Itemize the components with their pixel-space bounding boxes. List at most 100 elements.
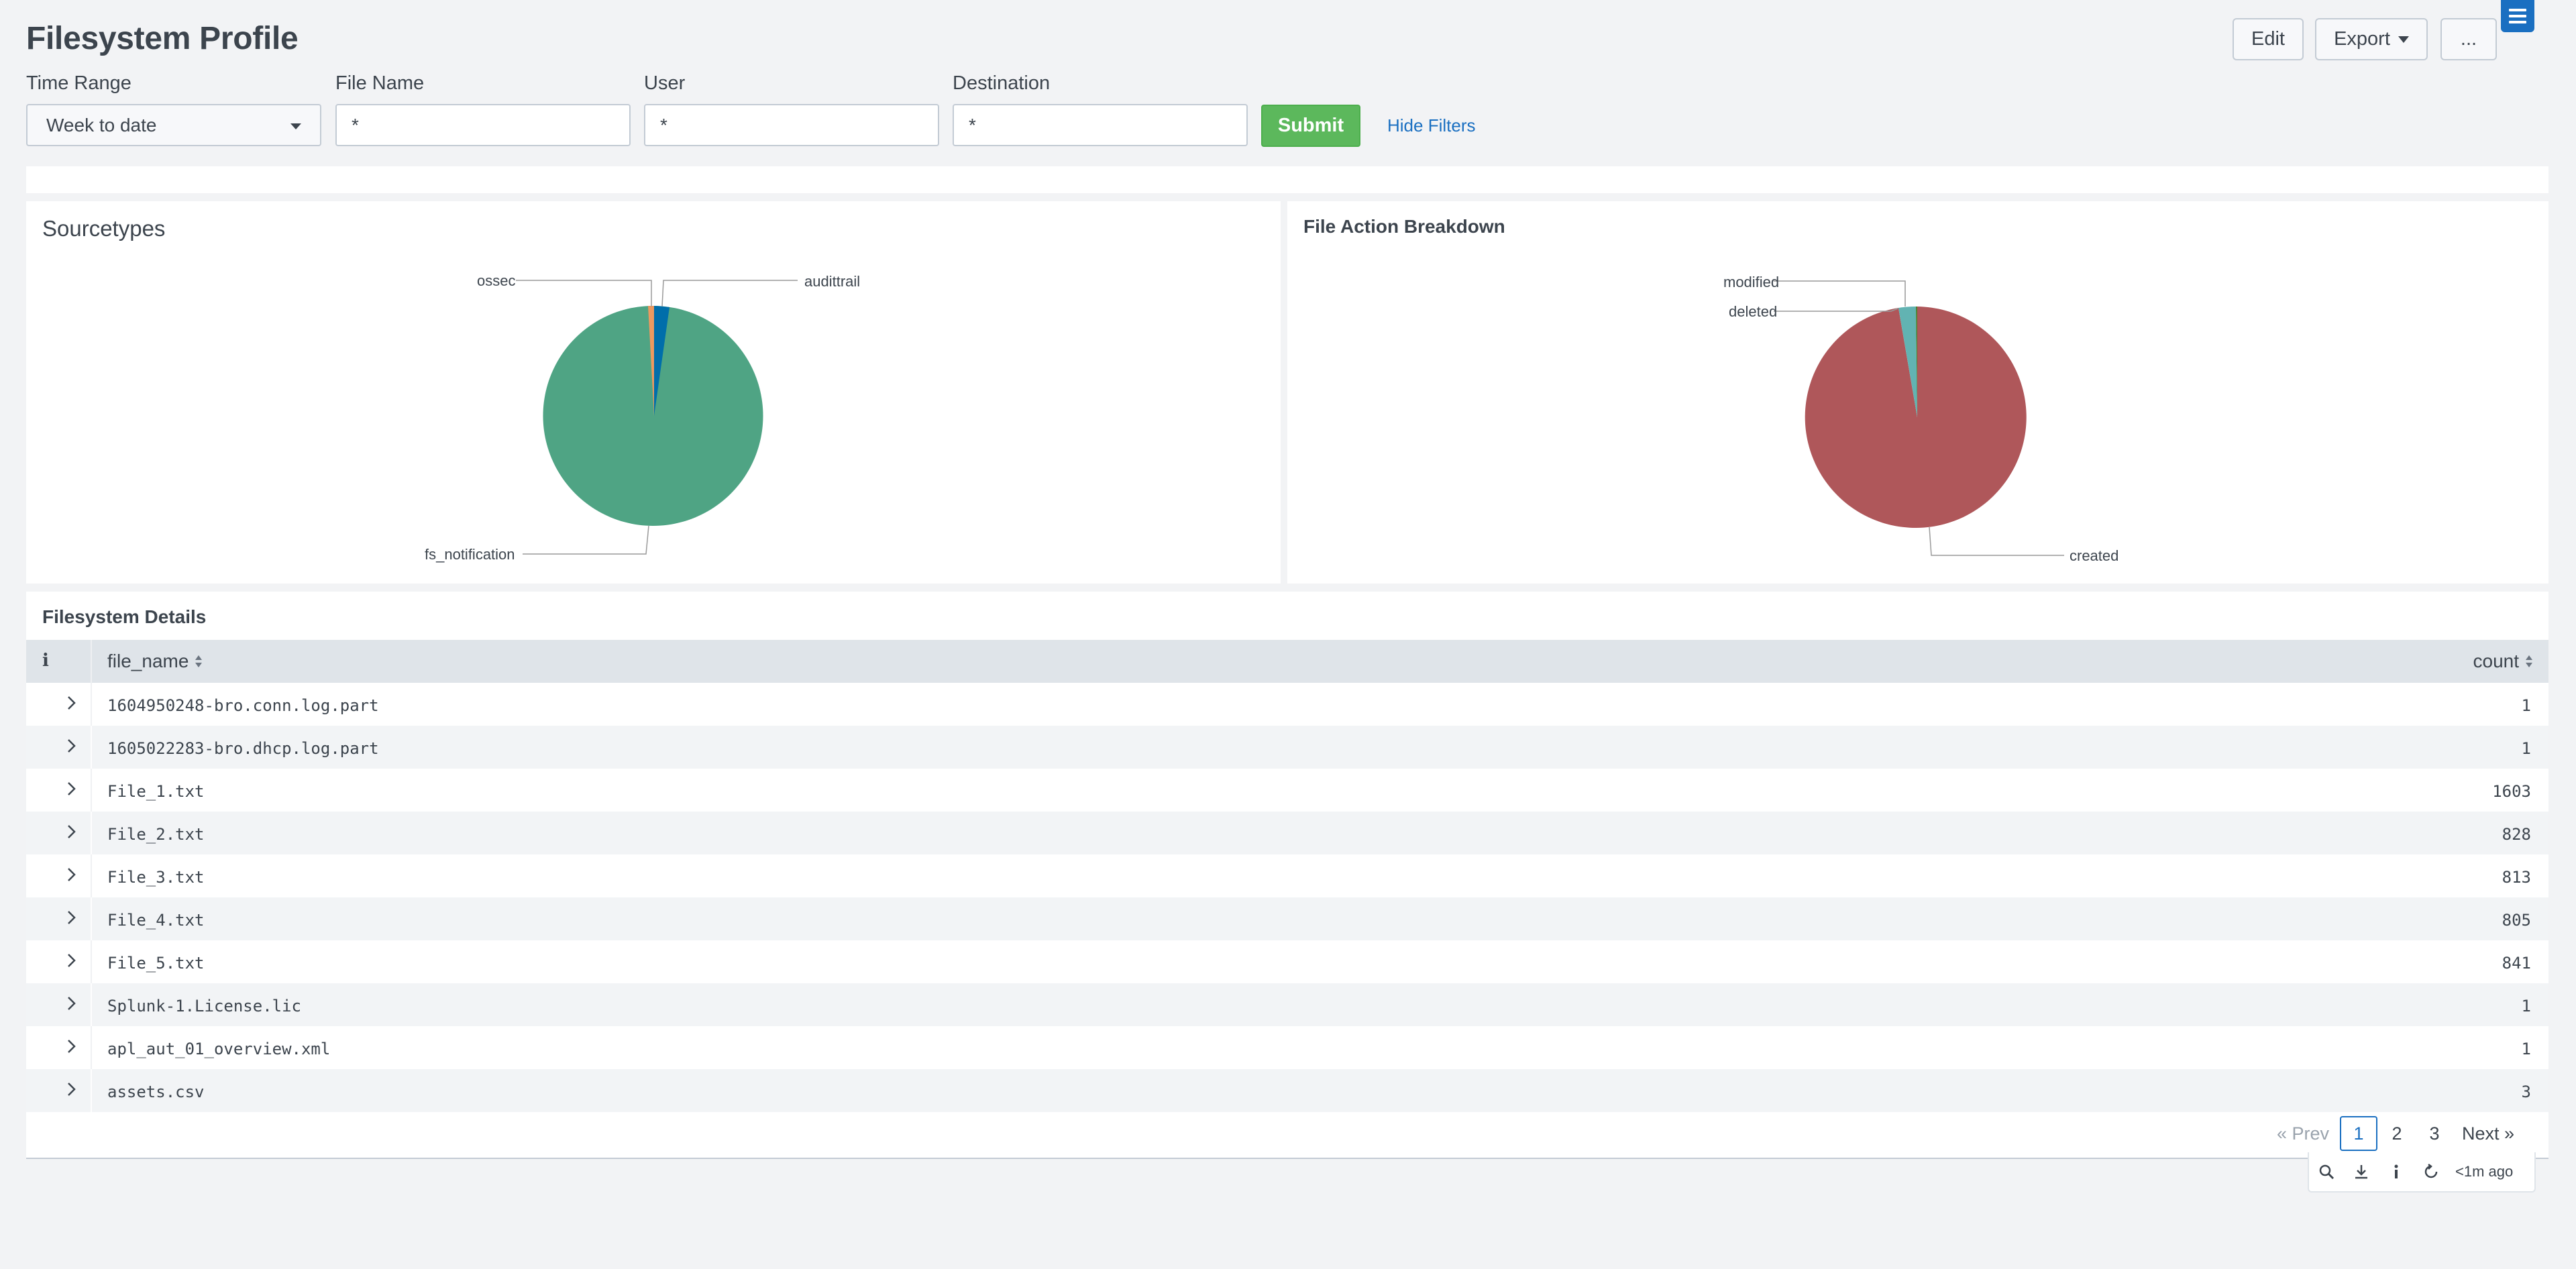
file-action-title: File Action Breakdown xyxy=(1303,216,1505,237)
chevron-down-icon xyxy=(2398,36,2409,43)
time-range-value: Week to date xyxy=(46,114,157,135)
file-name-input[interactable] xyxy=(335,104,631,146)
file-name-cell: File_1.txt xyxy=(107,782,205,801)
edit-button[interactable]: Edit xyxy=(2233,18,2304,60)
page-title: Filesystem Profile xyxy=(26,21,299,56)
sort-icon xyxy=(195,655,203,667)
table-row[interactable]: 1604950248-bro.conn.log.part 1 xyxy=(26,683,2548,726)
sort-icon xyxy=(2526,655,2532,667)
count-cell: 841 xyxy=(2502,954,2531,973)
file-name-cell: 1604950248-bro.conn.log.part xyxy=(107,696,379,715)
edit-button-label: Edit xyxy=(2251,28,2285,50)
info-icon[interactable]: i xyxy=(42,651,49,671)
sourcetypes-title: Sourcetypes xyxy=(42,216,166,241)
table-row[interactable]: File_2.txt 828 xyxy=(26,812,2548,854)
sourcetypes-pie-chart xyxy=(516,280,798,555)
chevron-right-icon[interactable] xyxy=(65,738,78,754)
destination-input[interactable] xyxy=(953,104,1248,146)
count-cell: 1 xyxy=(2521,696,2531,715)
page-3-link[interactable]: 3 xyxy=(2429,1123,2440,1144)
panel-footer-tools: <1m ago xyxy=(2308,1152,2536,1193)
pie-slice-ossec[interactable] xyxy=(648,305,654,416)
empty-panel xyxy=(26,166,2548,193)
prev-page-link: « Prev xyxy=(2276,1123,2330,1144)
ossec-leader-line xyxy=(516,280,652,307)
menu-icon[interactable] xyxy=(2501,0,2534,32)
count-cell: 3 xyxy=(2521,1083,2531,1101)
user-label: User xyxy=(644,72,686,94)
table-row[interactable]: File_1.txt 1603 xyxy=(26,769,2548,812)
column-header-file-name-label: file_name xyxy=(107,651,189,671)
file-name-cell: Splunk-1.License.lic xyxy=(107,997,301,1015)
table-row[interactable]: File_5.txt 841 xyxy=(26,940,2548,983)
count-cell: 805 xyxy=(2502,911,2531,930)
audittrail-leader-line xyxy=(661,280,798,307)
time-range-dropdown[interactable]: Week to date xyxy=(26,104,321,146)
table-row[interactable]: File_4.txt 805 xyxy=(26,897,2548,940)
refresh-icon[interactable] xyxy=(2414,1153,2449,1191)
created-leader-line xyxy=(1929,527,2064,556)
chevron-right-icon[interactable] xyxy=(65,1081,78,1097)
pie-label-deleted: deleted xyxy=(1729,303,1778,320)
pie-label-ossec: ossec xyxy=(477,272,516,289)
count-cell: 1603 xyxy=(2492,782,2531,801)
chevron-right-icon[interactable] xyxy=(65,867,78,883)
sourcetypes-panel: Sourcetypes ossec audittrail fs_notifica… xyxy=(26,201,1281,584)
search-icon[interactable] xyxy=(2309,1153,2344,1191)
pie-slice-created[interactable] xyxy=(1805,307,2027,528)
table-row[interactable]: apl_aut_01_overview.xml 1 xyxy=(26,1026,2548,1069)
file-name-cell: assets.csv xyxy=(107,1083,205,1101)
download-icon[interactable] xyxy=(2344,1153,2379,1191)
chevron-right-icon[interactable] xyxy=(65,909,78,926)
file-name-cell: 1605022283-bro.dhcp.log.part xyxy=(107,739,379,758)
file-name-cell: File_2.txt xyxy=(107,825,205,844)
pie-label-fs-notification: fs_notification xyxy=(425,546,515,563)
hide-filters-link[interactable]: Hide Filters xyxy=(1387,115,1476,135)
file-name-cell: File_4.txt xyxy=(107,911,205,930)
table-row[interactable]: Splunk-1.License.lic 1 xyxy=(26,983,2548,1026)
table-row[interactable]: File_3.txt 813 xyxy=(26,854,2548,897)
count-cell: 1 xyxy=(2521,997,2531,1015)
file-name-cell: File_3.txt xyxy=(107,868,205,887)
more-actions-button[interactable]: ... xyxy=(2440,18,2497,60)
table-row[interactable]: assets.csv 3 xyxy=(26,1069,2548,1112)
pie-slice-deleted[interactable] xyxy=(1898,306,1917,417)
column-header-count-label: count xyxy=(2473,651,2520,671)
file-name-label: File Name xyxy=(335,72,425,94)
filesystem-details-title: Filesystem Details xyxy=(42,606,207,627)
chevron-right-icon[interactable] xyxy=(65,695,78,711)
file-name-cell: File_5.txt xyxy=(107,954,205,973)
count-cell: 1 xyxy=(2521,739,2531,758)
pie-slice-fs-notification[interactable] xyxy=(543,306,763,526)
more-actions-label: ... xyxy=(2460,28,2477,50)
modified-leader-line xyxy=(1774,280,1906,307)
file-name-cell: apl_aut_01_overview.xml xyxy=(107,1040,331,1058)
user-input[interactable] xyxy=(644,104,939,146)
chevron-right-icon[interactable] xyxy=(65,824,78,840)
count-cell: 1 xyxy=(2521,1040,2531,1058)
time-range-label: Time Range xyxy=(26,72,131,94)
pie-slice-modified[interactable] xyxy=(1916,306,1917,417)
fs-notification-leader-line xyxy=(523,525,649,555)
destination-label: Destination xyxy=(953,72,1051,94)
count-cell: 828 xyxy=(2502,825,2531,844)
pie-label-modified: modified xyxy=(1723,274,1780,290)
column-header-file-name[interactable]: file_name xyxy=(107,651,203,672)
page-2-link[interactable]: 2 xyxy=(2392,1123,2402,1144)
column-header-count[interactable]: count xyxy=(2473,651,2534,672)
table-row[interactable]: 1605022283-bro.dhcp.log.part 1 xyxy=(26,726,2548,769)
next-page-link[interactable]: Next » xyxy=(2461,1123,2515,1144)
chevron-right-icon[interactable] xyxy=(65,1038,78,1054)
pie-slice-audittrail[interactable] xyxy=(654,306,669,416)
inspect-icon[interactable] xyxy=(2379,1153,2414,1191)
chevron-right-icon[interactable] xyxy=(65,781,78,797)
page-1-link[interactable]: 1 xyxy=(2340,1116,2377,1151)
chevron-right-icon[interactable] xyxy=(65,995,78,1011)
chevron-down-icon xyxy=(290,123,301,129)
submit-button[interactable]: Submit xyxy=(1261,105,1360,147)
export-button[interactable]: Export xyxy=(2315,18,2428,60)
count-cell: 813 xyxy=(2502,868,2531,887)
pie-label-audittrail: audittrail xyxy=(804,273,861,290)
deleted-leader-line xyxy=(1774,308,1898,312)
chevron-right-icon[interactable] xyxy=(65,952,78,969)
